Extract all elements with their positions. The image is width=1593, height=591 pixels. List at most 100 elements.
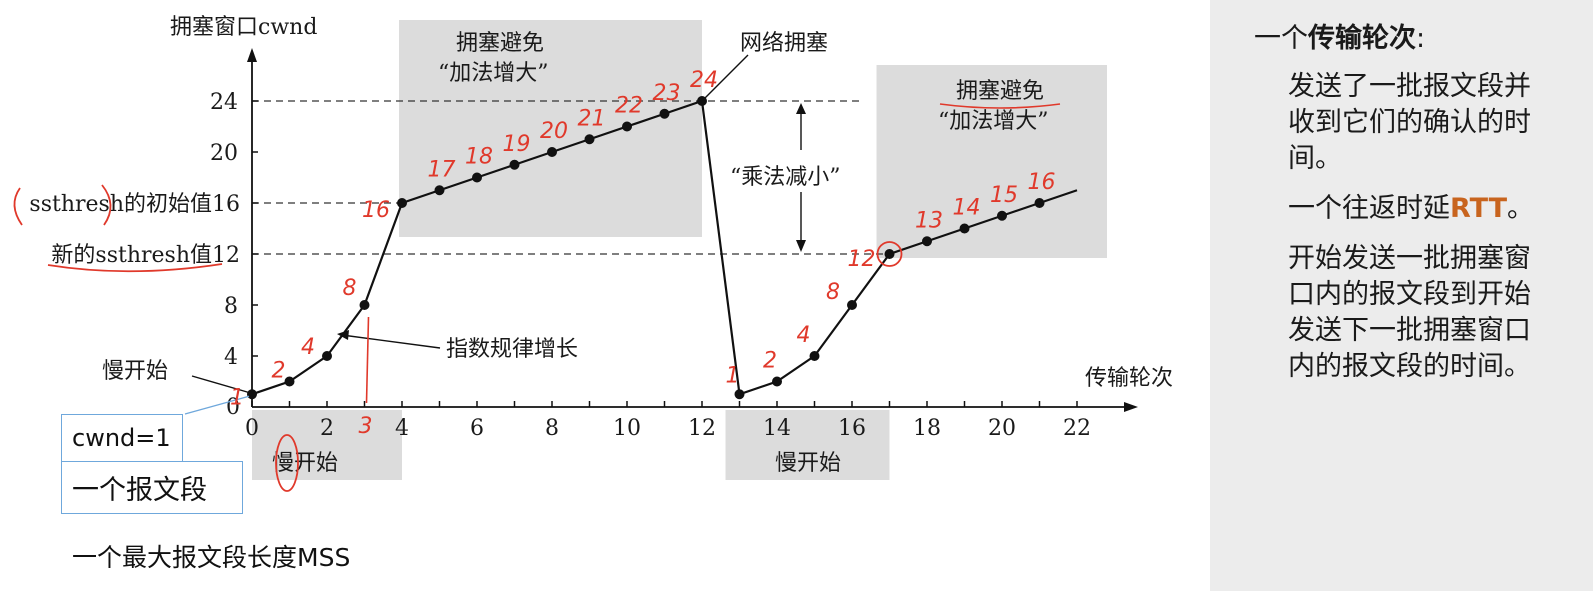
handwritten-bracket-left — [13, 187, 23, 226]
cwnd-point-10 — [622, 121, 632, 132]
multiplicative-decrease-label: “乘法减小” — [730, 165, 841, 190]
handwritten-axis-mark: 3 — [359, 414, 373, 439]
handwritten-circle-new-ssthresh — [876, 241, 903, 267]
handwritten-label-1: 2 — [272, 359, 286, 384]
annotations: 慢开始 指数规律增长 网络拥塞 “乘法减小” 拥塞避免 “加法增大” 拥塞避免 “加法增大” 慢… — [102, 31, 1049, 476]
cwnd-point-5 — [434, 185, 445, 196]
exponential-pointer — [341, 334, 441, 349]
y-tick-label-8: 8 — [224, 294, 238, 319]
rtt-label: RTT — [1450, 193, 1508, 224]
handwritten-label-0: 1 — [230, 385, 244, 410]
ca-title-1: 拥塞避免 — [456, 31, 544, 56]
cwnd-point-4 — [397, 198, 407, 208]
cwnd-point-17 — [884, 249, 895, 259]
handwritten-bracket-right — [101, 184, 112, 226]
y-axis-arrow — [247, 48, 257, 62]
handwritten-label-6: 18 — [465, 145, 493, 170]
handwritten-vertical-mark — [365, 316, 370, 404]
handwritten-label-7: 19 — [503, 132, 531, 157]
handwritten-label-20: 15 — [990, 183, 1018, 208]
handwritten-label-5: 17 — [428, 157, 456, 182]
mss-label: 一个最大报文段长度MSS — [72, 543, 351, 572]
cwnd-point-19 — [959, 223, 970, 234]
handwritten-label-17: 12 — [848, 247, 876, 272]
cwnd-point-15 — [809, 351, 820, 361]
side-title-suffix: : — [1416, 23, 1426, 54]
threshold-lines — [252, 100, 890, 255]
slow-start-annotation: 慢开始 — [102, 359, 168, 384]
y-tick-label-4: 4 — [224, 345, 238, 370]
handwritten-label-9: 21 — [578, 106, 606, 131]
handwritten-label-19: 14 — [953, 196, 981, 221]
cwnd-box: cwnd=1 — [61, 414, 183, 462]
congestion-pointer — [704, 54, 749, 99]
side-title-prefix: 一个 — [1254, 23, 1308, 54]
x-tick-label-4: 4 — [395, 416, 409, 441]
cwnd-series — [247, 96, 1078, 400]
cwnd-point-14 — [772, 376, 782, 387]
cwnd-point-12 — [697, 96, 707, 106]
x-tick-label-22: 22 — [1063, 416, 1091, 441]
phase-shades — [252, 20, 1107, 480]
congestion-avoidance-shade-2 — [876, 65, 1107, 258]
axes: 拥塞窗口cwnd 传输轮次 — [170, 15, 1173, 412]
cwnd-point-21 — [1034, 198, 1045, 208]
cwnd-point-8 — [547, 147, 557, 157]
handwritten-label-15: 4 — [797, 323, 811, 348]
x-axis-label: 传输轮次 — [1085, 366, 1173, 391]
handwritten-label-8: 20 — [540, 119, 568, 144]
side-paragraph-2: 一个往返时延RTT。 — [1288, 191, 1548, 227]
y-axis-label: 拥塞窗口cwnd — [170, 15, 317, 40]
cwnd-point-20 — [997, 210, 1007, 221]
handwritten-label-13: 1 — [726, 363, 740, 388]
handwritten-label-4: 16 — [362, 198, 390, 223]
cwnd-point-2 — [322, 351, 332, 361]
handwritten-label-2: 4 — [301, 335, 315, 360]
md-arrow-down-head — [796, 240, 806, 252]
segment-box-label: 一个报文段 — [72, 475, 207, 506]
ssthresh-new-label: 新的ssthresh值12 — [51, 243, 240, 268]
cwnd-point-18 — [922, 236, 932, 247]
x-tick-label-12: 12 — [688, 416, 716, 441]
congestion-avoidance-shade-1 — [399, 20, 702, 237]
segment-box: 一个报文段 — [61, 461, 243, 514]
y-tick-label-24: 24 — [210, 90, 238, 115]
ssthresh-initial-label: ssthresh的初始值16 — [29, 192, 240, 217]
side-title: 一个传输轮次: — [1254, 16, 1578, 55]
exponential-growth-label: 指数规律增长 — [446, 337, 578, 362]
x-tick-label-8: 8 — [545, 416, 559, 441]
side-title-bold: 传输轮次 — [1308, 23, 1416, 54]
slow-start-shade-2 — [725, 410, 890, 480]
ca-subtitle-1: “加法增大” — [438, 61, 549, 86]
cwnd-point-0 — [247, 389, 257, 400]
handwritten-circle-slow-start — [275, 434, 299, 492]
x-tick-label-16: 16 — [838, 416, 866, 441]
ca-subtitle-2: “加法增大” — [938, 109, 1049, 134]
side-paragraph-1: 发送了一批报文段并收到它们的确认的时间。 — [1288, 71, 1531, 174]
exponential-pointer-head — [337, 330, 349, 340]
cwnd-point-6 — [472, 172, 482, 183]
handwritten-underline — [47, 263, 223, 273]
side-panel: 一个传输轮次: 发送了一批报文段并收到它们的确认的时间。 一个往返时延RTT。 … — [1238, 10, 1578, 385]
handwritten-underline-2 — [939, 103, 1061, 109]
x-tick-label-18: 18 — [913, 416, 941, 441]
slow-start-pointer — [191, 375, 249, 393]
cwnd-point-11 — [659, 108, 670, 119]
handwritten-label-16: 8 — [826, 280, 840, 305]
handwritten-label-10: 22 — [615, 94, 643, 119]
x-tick-label-20: 20 — [988, 416, 1016, 441]
handwritten-label-3: 8 — [343, 276, 357, 301]
slow-start-label-2: 慢开始 — [775, 451, 841, 476]
x-tick-label-0: 0 — [245, 416, 259, 441]
x-tick-label-2: 2 — [320, 416, 334, 441]
cwnd-box-label: cwnd=1 — [72, 424, 171, 452]
cwnd-point-16 — [847, 300, 857, 310]
y-tick-label-20: 20 — [210, 141, 238, 166]
axis-ticks: 2 4 6 8 10 12 14 16 18 20 2204820240ssthresh的初始值16… — [29, 90, 1091, 441]
side-p2-suffix: 。 — [1507, 193, 1535, 224]
handwritten-label-12: 24 — [690, 68, 718, 93]
handwritten-label-14: 2 — [763, 349, 777, 374]
ca-title-2: 拥塞避免 — [956, 79, 1044, 104]
slow-start-label-1: 慢开始 — [272, 451, 338, 476]
